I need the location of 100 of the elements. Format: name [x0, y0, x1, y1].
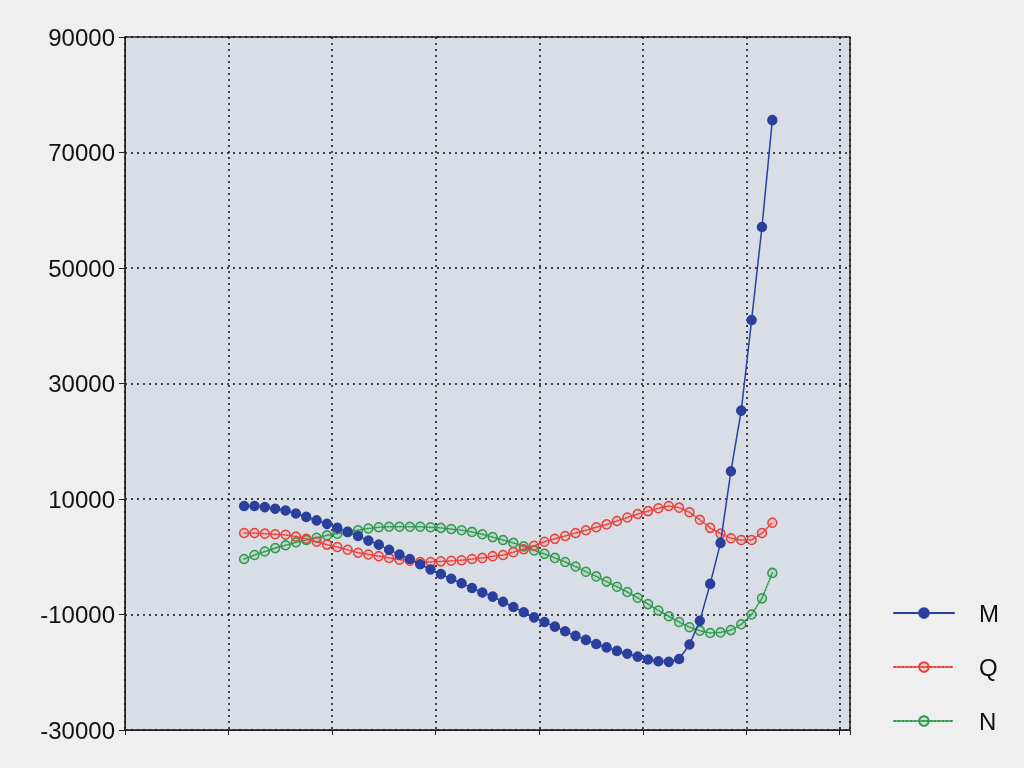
point	[435, 522, 447, 534]
point	[477, 587, 488, 598]
point	[622, 512, 633, 523]
point	[704, 627, 716, 639]
point	[466, 526, 478, 538]
point	[446, 555, 457, 567]
point	[487, 550, 498, 562]
point	[601, 576, 612, 587]
y-tick-label: 70000	[48, 139, 115, 166]
point	[435, 556, 447, 567]
point	[259, 501, 271, 513]
point	[342, 544, 353, 556]
point	[508, 537, 519, 549]
point	[570, 527, 581, 539]
y-tick-label: 50000	[48, 254, 115, 282]
point	[756, 593, 768, 604]
point	[414, 521, 426, 532]
point	[694, 514, 706, 526]
point	[725, 624, 737, 636]
point	[715, 537, 726, 549]
point	[642, 654, 654, 665]
y-tick-label: -10000	[40, 601, 115, 628]
y-tick-label: 90000	[48, 23, 115, 51]
point	[746, 314, 757, 326]
point	[663, 656, 674, 668]
point	[518, 606, 529, 618]
point	[363, 523, 374, 534]
point	[446, 573, 457, 584]
point	[477, 528, 488, 540]
point	[290, 508, 302, 519]
point	[528, 540, 540, 552]
point	[746, 609, 757, 620]
point	[238, 553, 250, 565]
point	[363, 535, 374, 546]
point	[497, 534, 509, 546]
legend-label: N	[979, 707, 997, 735]
point	[456, 524, 467, 536]
point	[425, 522, 436, 533]
point	[736, 534, 747, 546]
point	[580, 524, 592, 536]
point	[653, 502, 664, 514]
point	[404, 521, 416, 532]
point	[694, 615, 706, 627]
point	[549, 533, 561, 545]
point	[508, 546, 519, 558]
y-tick-label: -30000	[40, 716, 115, 744]
point	[446, 523, 457, 535]
point	[456, 578, 467, 589]
point	[580, 566, 592, 578]
point	[497, 596, 509, 608]
legend-label: Q	[979, 653, 998, 681]
point	[549, 621, 561, 632]
point	[435, 568, 447, 580]
point	[363, 549, 374, 560]
point	[466, 582, 478, 594]
point	[673, 502, 685, 513]
point	[321, 530, 333, 541]
point	[497, 549, 509, 561]
point	[611, 515, 623, 527]
point	[394, 549, 405, 560]
point	[632, 651, 643, 662]
point	[311, 515, 322, 526]
point	[301, 511, 312, 523]
point	[601, 642, 612, 653]
point	[725, 533, 737, 544]
point	[673, 616, 685, 628]
point	[736, 619, 747, 630]
y-tick-label: 10000	[48, 485, 115, 513]
point	[570, 561, 581, 572]
point	[684, 507, 695, 518]
point	[352, 547, 364, 558]
y-tick-label: 30000	[48, 370, 115, 397]
legend-label: M	[979, 599, 1000, 627]
point	[591, 638, 602, 650]
point	[632, 508, 643, 520]
point	[477, 552, 488, 564]
point	[259, 528, 271, 539]
point	[487, 591, 498, 602]
point	[653, 656, 664, 667]
point	[570, 630, 581, 642]
point	[559, 626, 571, 637]
point	[642, 505, 654, 517]
point	[249, 549, 260, 561]
point	[622, 586, 633, 598]
point	[611, 581, 623, 593]
point	[259, 546, 271, 557]
point	[591, 522, 602, 533]
point	[280, 529, 291, 541]
point	[746, 534, 757, 546]
point	[238, 500, 250, 512]
point	[715, 627, 726, 638]
point	[673, 653, 685, 665]
point	[663, 500, 674, 512]
point	[539, 536, 550, 547]
point	[269, 503, 281, 515]
point	[725, 466, 737, 477]
point	[611, 645, 623, 657]
point	[622, 648, 633, 660]
point	[653, 605, 664, 616]
point	[280, 505, 291, 516]
